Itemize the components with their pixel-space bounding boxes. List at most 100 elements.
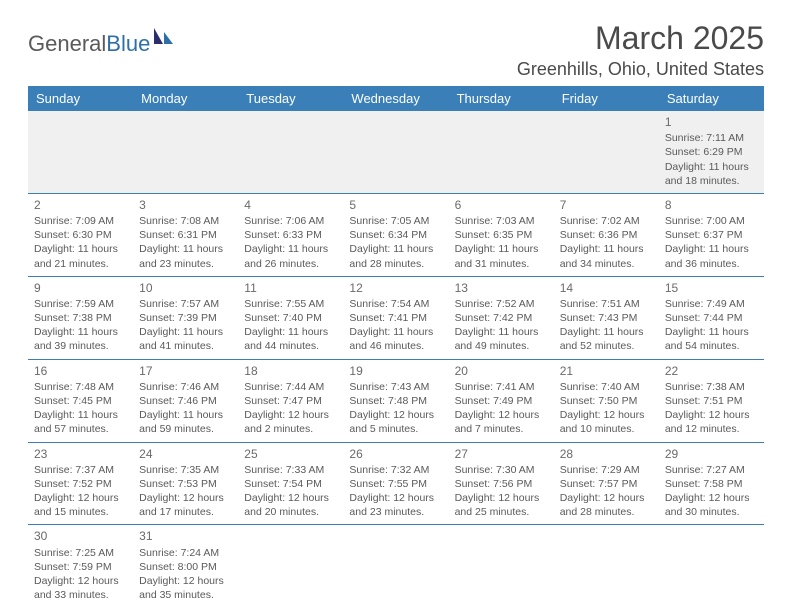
day-number: 28 (560, 446, 653, 462)
calendar-day-cell: 20Sunrise: 7:41 AMSunset: 7:49 PMDayligh… (449, 359, 554, 442)
day-info-line: Sunrise: 7:30 AM (455, 463, 548, 477)
calendar-week-row: 23Sunrise: 7:37 AMSunset: 7:52 PMDayligh… (28, 442, 764, 525)
day-number: 10 (139, 280, 232, 296)
day-info-line: Sunrise: 7:27 AM (665, 463, 758, 477)
day-info-line: Daylight: 11 hours (665, 160, 758, 174)
day-info-line: Sunset: 7:53 PM (139, 477, 232, 491)
day-info-line: Sunset: 6:33 PM (244, 228, 337, 242)
day-info-line: and 23 minutes. (349, 505, 442, 519)
day-info-line: and 36 minutes. (665, 257, 758, 271)
day-info-line: Sunset: 7:47 PM (244, 394, 337, 408)
calendar-day-cell: 21Sunrise: 7:40 AMSunset: 7:50 PMDayligh… (554, 359, 659, 442)
day-info-line: and 21 minutes. (34, 257, 127, 271)
day-info-line: Sunrise: 7:29 AM (560, 463, 653, 477)
day-info-line: Sunset: 7:59 PM (34, 560, 127, 574)
calendar-day-cell: 8Sunrise: 7:00 AMSunset: 6:37 PMDaylight… (659, 193, 764, 276)
day-info-line: Sunrise: 7:05 AM (349, 214, 442, 228)
day-info-line: Sunrise: 7:38 AM (665, 380, 758, 394)
calendar-day-cell: 11Sunrise: 7:55 AMSunset: 7:40 PMDayligh… (238, 276, 343, 359)
day-number: 11 (244, 280, 337, 296)
calendar-day-cell: 25Sunrise: 7:33 AMSunset: 7:54 PMDayligh… (238, 442, 343, 525)
calendar-day-cell: 17Sunrise: 7:46 AMSunset: 7:46 PMDayligh… (133, 359, 238, 442)
day-info-line: and 12 minutes. (665, 422, 758, 436)
day-info-line: and 34 minutes. (560, 257, 653, 271)
day-info-line: Sunset: 8:00 PM (139, 560, 232, 574)
day-info-line: and 54 minutes. (665, 339, 758, 353)
day-info-line: and 15 minutes. (34, 505, 127, 519)
day-info-line: Sunrise: 7:51 AM (560, 297, 653, 311)
day-info-line: Daylight: 12 hours (665, 491, 758, 505)
day-info-line: Daylight: 12 hours (665, 408, 758, 422)
calendar-day-cell: 24Sunrise: 7:35 AMSunset: 7:53 PMDayligh… (133, 442, 238, 525)
day-number: 29 (665, 446, 758, 462)
day-info-line: Daylight: 11 hours (139, 242, 232, 256)
calendar-day-cell: 3Sunrise: 7:08 AMSunset: 6:31 PMDaylight… (133, 193, 238, 276)
day-info-line: Sunset: 7:50 PM (560, 394, 653, 408)
calendar-day-cell: 27Sunrise: 7:30 AMSunset: 7:56 PMDayligh… (449, 442, 554, 525)
day-info-line: Sunrise: 7:25 AM (34, 546, 127, 560)
day-info-line: Sunset: 7:44 PM (665, 311, 758, 325)
calendar-day-cell: 1Sunrise: 7:11 AMSunset: 6:29 PMDaylight… (659, 111, 764, 193)
day-info-line: Daylight: 12 hours (34, 574, 127, 588)
calendar-day-cell: 28Sunrise: 7:29 AMSunset: 7:57 PMDayligh… (554, 442, 659, 525)
day-number: 8 (665, 197, 758, 213)
calendar-day-cell (554, 525, 659, 607)
day-info-line: and 44 minutes. (244, 339, 337, 353)
day-info-line: Sunset: 7:57 PM (560, 477, 653, 491)
calendar-day-cell: 29Sunrise: 7:27 AMSunset: 7:58 PMDayligh… (659, 442, 764, 525)
day-number: 23 (34, 446, 127, 462)
day-info-line: and 23 minutes. (139, 257, 232, 271)
day-number: 17 (139, 363, 232, 379)
day-info-line: Daylight: 11 hours (455, 242, 548, 256)
day-info-line: Daylight: 11 hours (139, 325, 232, 339)
day-number: 2 (34, 197, 127, 213)
day-info-line: and 25 minutes. (455, 505, 548, 519)
day-info-line: Daylight: 12 hours (34, 491, 127, 505)
calendar-day-cell: 5Sunrise: 7:05 AMSunset: 6:34 PMDaylight… (343, 193, 448, 276)
calendar-day-cell (449, 111, 554, 193)
day-number: 24 (139, 446, 232, 462)
day-info-line: Sunset: 7:56 PM (455, 477, 548, 491)
day-info-line: Sunset: 7:39 PM (139, 311, 232, 325)
day-info-line: Sunset: 7:45 PM (34, 394, 127, 408)
calendar-week-row: 1Sunrise: 7:11 AMSunset: 6:29 PMDaylight… (28, 111, 764, 193)
calendar-day-cell: 9Sunrise: 7:59 AMSunset: 7:38 PMDaylight… (28, 276, 133, 359)
calendar-day-cell: 23Sunrise: 7:37 AMSunset: 7:52 PMDayligh… (28, 442, 133, 525)
day-info-line: Daylight: 12 hours (139, 574, 232, 588)
day-info-line: and 10 minutes. (560, 422, 653, 436)
day-info-line: Sunset: 6:34 PM (349, 228, 442, 242)
day-info-line: Daylight: 11 hours (455, 325, 548, 339)
day-info-line: Sunrise: 7:35 AM (139, 463, 232, 477)
day-info-line: Sunset: 7:55 PM (349, 477, 442, 491)
calendar-day-cell: 26Sunrise: 7:32 AMSunset: 7:55 PMDayligh… (343, 442, 448, 525)
day-info-line: Daylight: 11 hours (349, 242, 442, 256)
calendar-table: Sunday Monday Tuesday Wednesday Thursday… (28, 86, 764, 607)
day-info-line: Sunrise: 7:32 AM (349, 463, 442, 477)
day-info-line: Daylight: 11 hours (560, 325, 653, 339)
day-info-line: Daylight: 11 hours (34, 325, 127, 339)
day-info-line: Daylight: 11 hours (244, 325, 337, 339)
day-info-line: Sunrise: 7:09 AM (34, 214, 127, 228)
day-info-line: Sunset: 6:37 PM (665, 228, 758, 242)
day-info-line: Sunrise: 7:03 AM (455, 214, 548, 228)
day-info-line: Sunrise: 7:00 AM (665, 214, 758, 228)
day-info-line: Daylight: 11 hours (34, 408, 127, 422)
day-info-line: Sunrise: 7:52 AM (455, 297, 548, 311)
weekday-header: Sunday (28, 86, 133, 111)
day-number: 19 (349, 363, 442, 379)
day-info-line: and 2 minutes. (244, 422, 337, 436)
day-info-line: Sunset: 7:43 PM (560, 311, 653, 325)
logo-text-gray: General (28, 31, 106, 56)
calendar-day-cell: 31Sunrise: 7:24 AMSunset: 8:00 PMDayligh… (133, 525, 238, 607)
calendar-day-cell (238, 525, 343, 607)
day-info-line: Sunset: 6:35 PM (455, 228, 548, 242)
calendar-day-cell (28, 111, 133, 193)
calendar-day-cell: 13Sunrise: 7:52 AMSunset: 7:42 PMDayligh… (449, 276, 554, 359)
day-info-line: and 41 minutes. (139, 339, 232, 353)
day-info-line: and 28 minutes. (349, 257, 442, 271)
day-info-line: Sunrise: 7:24 AM (139, 546, 232, 560)
calendar-day-cell: 15Sunrise: 7:49 AMSunset: 7:44 PMDayligh… (659, 276, 764, 359)
day-info-line: and 52 minutes. (560, 339, 653, 353)
day-info-line: Daylight: 11 hours (560, 242, 653, 256)
day-info-line: Sunrise: 7:11 AM (665, 131, 758, 145)
